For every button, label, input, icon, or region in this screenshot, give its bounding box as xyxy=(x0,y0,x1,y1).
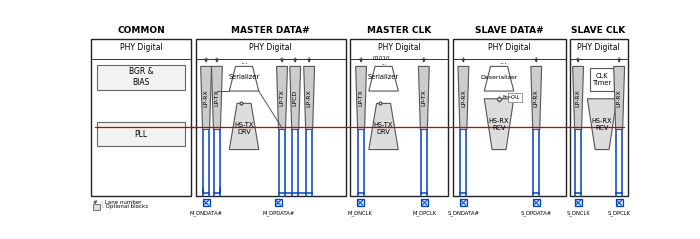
Text: LP-RX: LP-RX xyxy=(307,89,312,107)
Text: PHY Digital: PHY Digital xyxy=(120,43,162,52)
Polygon shape xyxy=(201,66,211,130)
Text: HS-TX
DRV: HS-TX DRV xyxy=(374,121,393,135)
Bar xyxy=(274,199,281,206)
Polygon shape xyxy=(458,66,469,130)
Bar xyxy=(452,39,566,196)
Text: LP-TX: LP-TX xyxy=(421,90,426,106)
Text: M_DNCLK: M_DNCLK xyxy=(348,210,372,216)
Polygon shape xyxy=(276,66,288,130)
Text: M_DPCLK: M_DPCLK xyxy=(412,210,437,216)
Text: CAL: CAL xyxy=(510,95,520,100)
Text: S_DPDATA#: S_DPDATA# xyxy=(521,210,552,216)
Text: LP-RX: LP-RX xyxy=(533,89,539,107)
Polygon shape xyxy=(211,66,223,130)
Text: PHY Digital: PHY Digital xyxy=(249,43,292,52)
Text: SLAVE CLK: SLAVE CLK xyxy=(571,26,626,35)
Bar xyxy=(357,199,364,206)
Bar xyxy=(508,92,522,102)
Text: PLL: PLL xyxy=(134,130,148,139)
Text: LP-TX: LP-TX xyxy=(358,90,363,106)
Text: HS-RX
RCV: HS-RX RCV xyxy=(592,119,612,131)
Bar xyxy=(196,39,346,196)
Text: S_DNDATA#: S_DNDATA# xyxy=(447,210,480,216)
Text: SLAVE DATA#: SLAVE DATA# xyxy=(475,26,543,35)
Text: S_DNCLK: S_DNCLK xyxy=(566,210,590,216)
Text: BGR &
BIAS: BGR & BIAS xyxy=(129,67,153,87)
Text: ...: ... xyxy=(240,56,248,65)
Polygon shape xyxy=(230,66,259,91)
Bar xyxy=(575,199,582,206)
Bar xyxy=(97,65,185,90)
Text: M_DPDATA#: M_DPDATA# xyxy=(262,210,294,216)
Polygon shape xyxy=(419,66,429,130)
Bar xyxy=(533,199,540,206)
Polygon shape xyxy=(614,66,624,130)
Text: ...: ... xyxy=(499,56,507,65)
Bar xyxy=(591,68,614,91)
Text: S_DPCLK: S_DPCLK xyxy=(608,210,631,216)
Text: Serializer: Serializer xyxy=(368,74,399,80)
Text: HS-RX
RCV: HS-RX RCV xyxy=(489,119,510,131)
Text: : Optional blocks: : Optional blocks xyxy=(102,204,148,209)
Text: HS-TX
DRV: HS-TX DRV xyxy=(234,121,253,135)
Text: COMMON: COMMON xyxy=(117,26,165,35)
Text: PHY Digital: PHY Digital xyxy=(378,43,421,52)
Bar xyxy=(350,39,448,196)
Text: LP-RX: LP-RX xyxy=(617,89,622,107)
Text: MASTER DATA#: MASTER DATA# xyxy=(232,26,310,35)
Bar xyxy=(421,199,428,206)
Polygon shape xyxy=(484,99,514,150)
Text: M_DNDATA#: M_DNDATA# xyxy=(190,210,223,216)
Text: LP-TX: LP-TX xyxy=(279,90,284,106)
Polygon shape xyxy=(369,66,398,91)
Text: Serializer: Serializer xyxy=(228,74,260,80)
Polygon shape xyxy=(290,66,300,130)
Polygon shape xyxy=(356,66,367,130)
Polygon shape xyxy=(230,103,259,150)
Bar xyxy=(616,199,622,206)
Text: CLK
Timer: CLK Timer xyxy=(592,73,612,86)
Text: 01010...
...: 01010... ... xyxy=(372,56,395,66)
Bar xyxy=(93,204,100,210)
Bar xyxy=(202,199,209,206)
Text: MASTER CLK: MASTER CLK xyxy=(367,26,431,35)
Polygon shape xyxy=(304,66,314,130)
Text: LPCD: LPCD xyxy=(293,90,297,106)
Text: LP-RX: LP-RX xyxy=(204,89,209,107)
Bar xyxy=(460,199,467,206)
Bar xyxy=(92,39,190,196)
Polygon shape xyxy=(587,99,617,150)
Text: LP-RX: LP-RX xyxy=(575,89,580,107)
Polygon shape xyxy=(369,103,398,150)
Text: Deserializer: Deserializer xyxy=(480,75,518,80)
Polygon shape xyxy=(531,66,542,130)
Text: LP-TX: LP-TX xyxy=(214,90,219,106)
Polygon shape xyxy=(573,66,584,130)
Text: #  : Lane number: # : Lane number xyxy=(93,200,141,205)
Text: Bmu: Bmu xyxy=(503,95,512,99)
Bar xyxy=(97,122,185,147)
Polygon shape xyxy=(484,66,514,91)
Text: LP-RX: LP-RX xyxy=(461,89,466,107)
Text: PHY Digital: PHY Digital xyxy=(578,43,620,52)
Bar xyxy=(570,39,628,196)
Text: PHY Digital: PHY Digital xyxy=(488,43,531,52)
